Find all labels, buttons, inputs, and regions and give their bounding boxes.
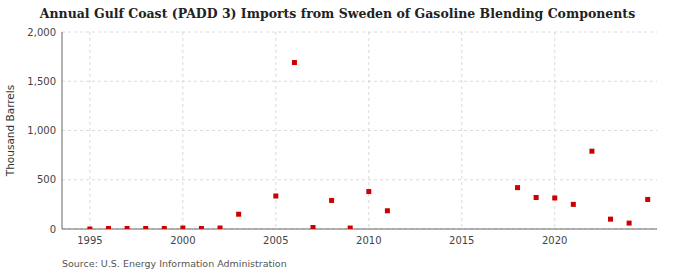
- chart: Annual Gulf Coast (PADD 3) Imports from …: [0, 0, 675, 275]
- point: [87, 227, 92, 230]
- axes: 0 500 1,000 1,500 2,000 1995 2000 2005 2010 2015 2…: [27, 27, 657, 247]
- x-axis-line: [62, 229, 657, 230]
- y-tick-label: 1,500: [27, 76, 56, 87]
- x-tick-label: 2005: [263, 235, 288, 246]
- point: [571, 202, 576, 207]
- y-grid-line: [62, 229, 657, 230]
- source: Source: U.S. Energy Information Administ…: [62, 258, 287, 269]
- x-grid-line: [461, 32, 462, 229]
- point: [329, 198, 334, 203]
- point: [125, 226, 130, 229]
- x-grid-line: [89, 32, 90, 229]
- y-tick-label: 1,000: [27, 125, 56, 136]
- x-tick-label: 2015: [449, 235, 474, 246]
- grid: [62, 32, 657, 229]
- point: [627, 221, 632, 226]
- point: [311, 225, 316, 229]
- x-tick-label: 2010: [356, 235, 381, 246]
- point: [348, 226, 353, 229]
- point: [292, 60, 297, 65]
- point: [515, 185, 520, 190]
- point: [106, 226, 111, 229]
- point: [199, 226, 204, 229]
- x-tick-label: 2000: [170, 235, 195, 246]
- point: [645, 197, 650, 202]
- point: [552, 195, 557, 200]
- y-grid-line: [62, 179, 657, 180]
- y-tick-label: 500: [37, 174, 56, 185]
- point: [218, 226, 223, 229]
- y-tick-label: 2,000: [27, 27, 56, 38]
- y-grid-line: [62, 130, 657, 131]
- x-grid-line: [368, 32, 369, 229]
- y-axis-label: Thousand Barrels: [4, 85, 16, 177]
- x-tick-label: 2020: [542, 235, 567, 246]
- x-tick-label: 1995: [77, 235, 102, 246]
- point: [366, 189, 371, 194]
- title: Annual Gulf Coast (PADD 3) Imports from …: [39, 6, 635, 21]
- x-grid-line: [275, 32, 276, 229]
- point: [589, 149, 594, 154]
- point: [385, 208, 390, 213]
- points: [87, 60, 650, 229]
- point: [180, 226, 185, 229]
- point: [534, 195, 539, 200]
- y-axis-line: [62, 32, 63, 229]
- point: [162, 226, 167, 229]
- point: [273, 194, 278, 199]
- y-grid-line: [62, 32, 657, 33]
- point: [608, 217, 613, 222]
- point: [236, 212, 241, 217]
- y-tick-label: 0: [50, 224, 56, 235]
- y-grid-line: [62, 81, 657, 82]
- point: [143, 226, 148, 229]
- x-grid-line: [182, 32, 183, 229]
